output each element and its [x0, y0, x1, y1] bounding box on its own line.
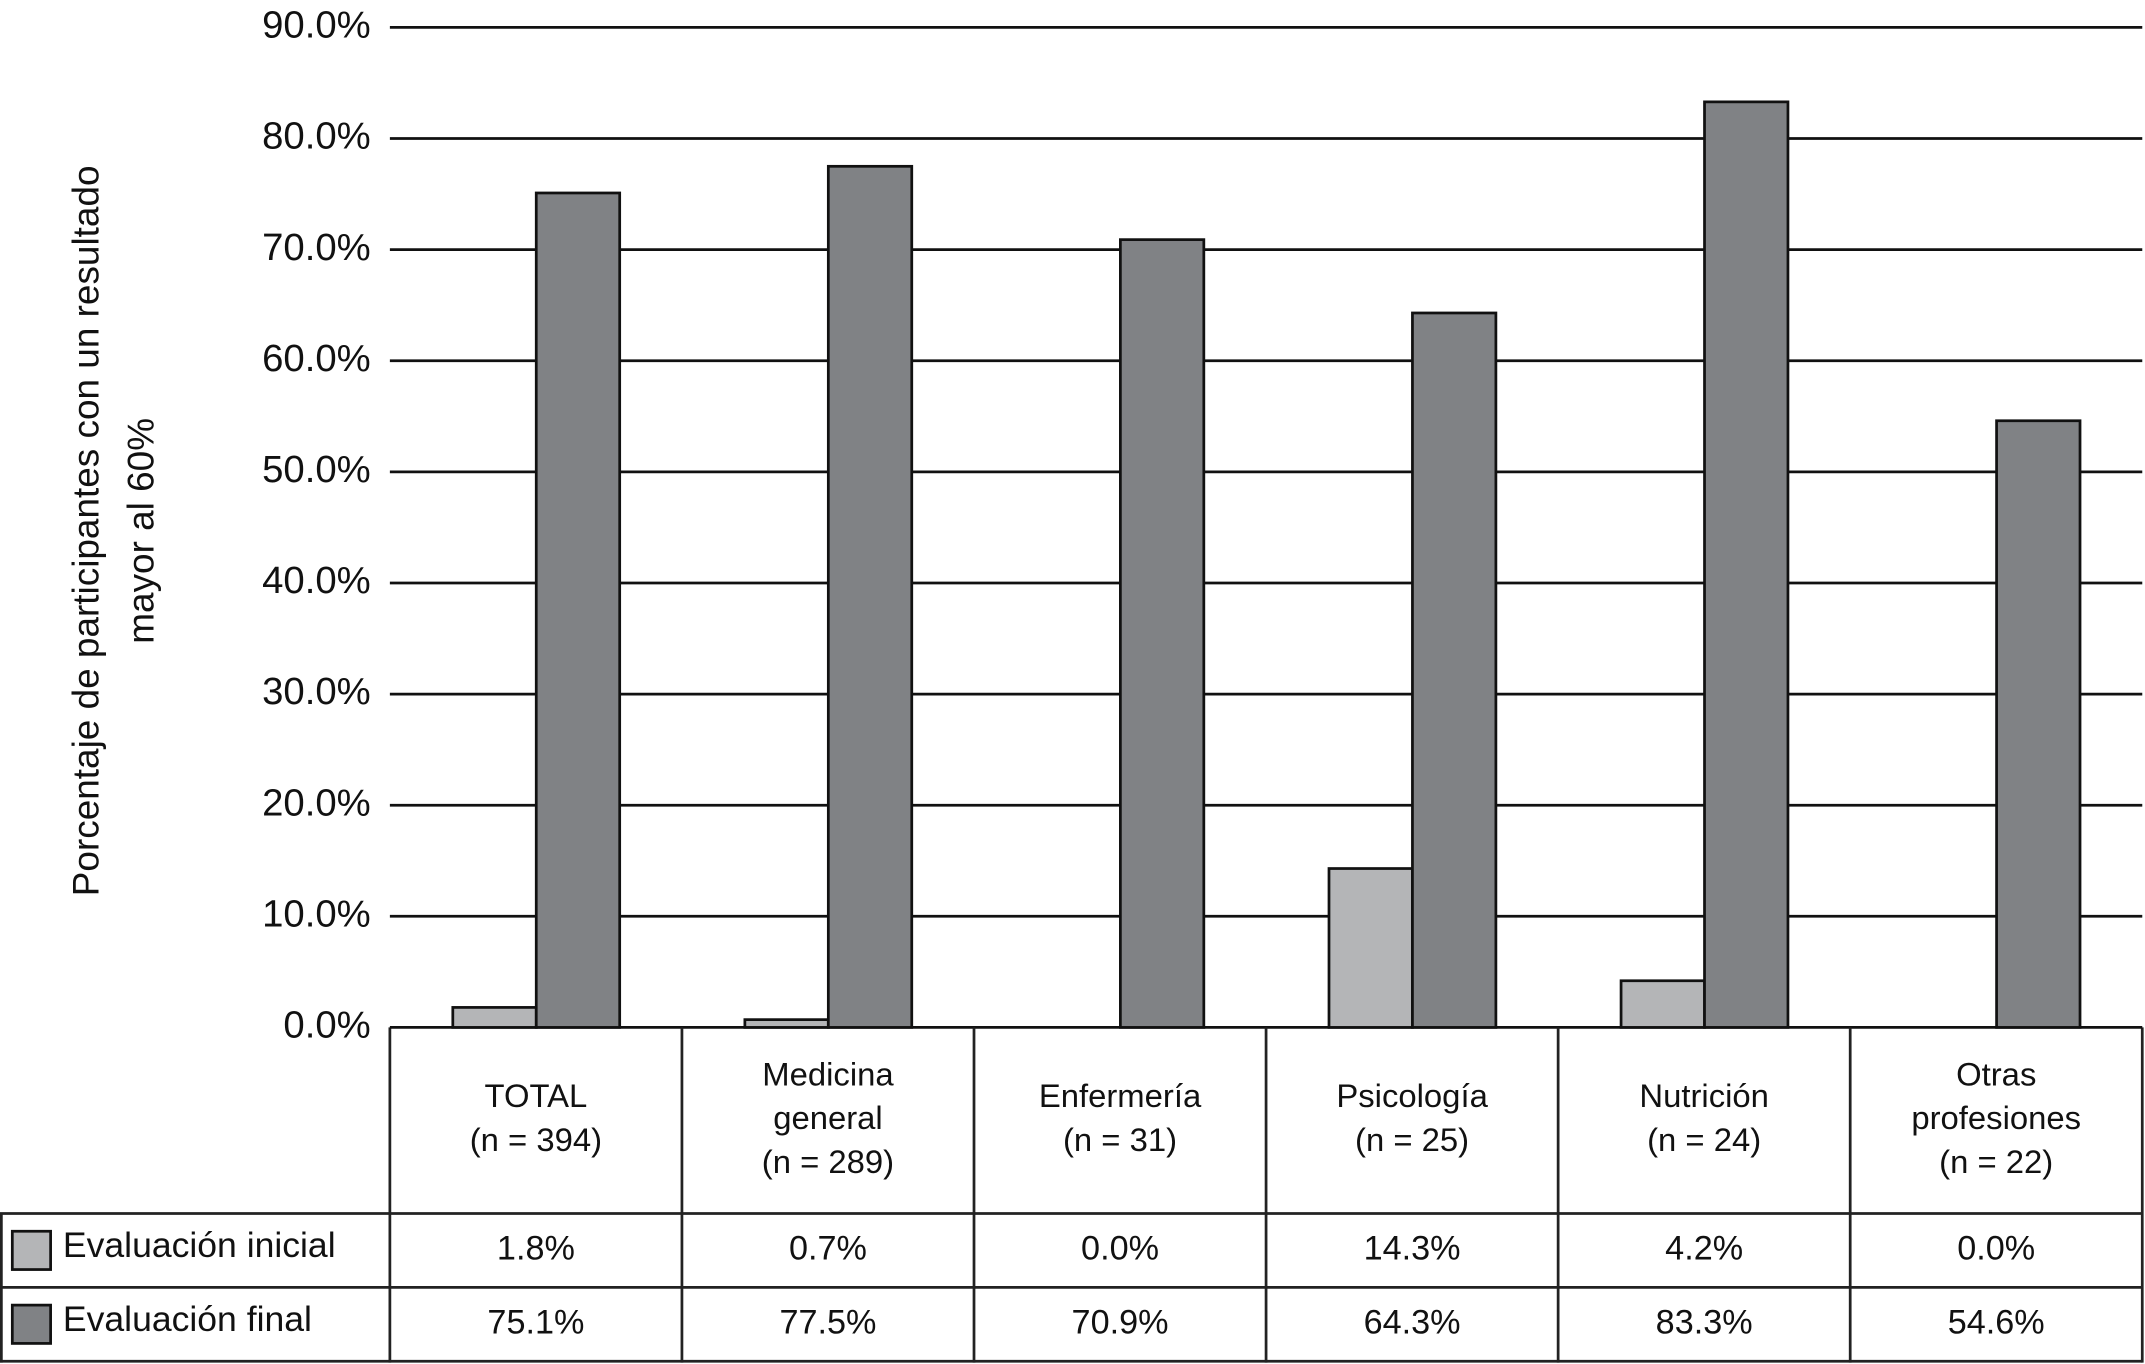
- y-tick-label: 0.0%: [283, 1004, 370, 1047]
- bar: [826, 164, 914, 1029]
- bar: [1119, 238, 1206, 1029]
- category-label: general: [773, 1099, 883, 1136]
- category-label: TOTAL: [485, 1077, 588, 1114]
- bar: [1619, 979, 1706, 1029]
- legend-swatch: [10, 1303, 52, 1345]
- category-label: Nutrición: [1639, 1077, 1769, 1114]
- table-value: 83.3%: [1656, 1303, 1753, 1341]
- y-tick-label: 60.0%: [262, 337, 371, 380]
- table-value: 70.9%: [1072, 1303, 1169, 1341]
- category-label: (n = 24): [1647, 1121, 1761, 1158]
- category-label: Otras: [1956, 1055, 2036, 1092]
- bar: [451, 1006, 538, 1029]
- data-table-grid: [0, 1027, 2144, 1363]
- category-label: (n = 31): [1063, 1121, 1177, 1158]
- bar: [1703, 100, 1790, 1029]
- category-label: Enfermería: [1039, 1077, 1202, 1114]
- bar: [1327, 867, 1414, 1029]
- category-label: (n = 22): [1939, 1143, 2053, 1180]
- bar: [743, 1018, 830, 1029]
- table-value: 14.3%: [1364, 1229, 1461, 1267]
- table-value: 75.1%: [487, 1303, 584, 1341]
- bar: [534, 191, 622, 1029]
- table-value: 4.2%: [1665, 1229, 1743, 1267]
- table-value: 1.8%: [497, 1229, 575, 1267]
- table-value: 0.7%: [789, 1229, 867, 1267]
- table-value: 64.3%: [1364, 1303, 1461, 1341]
- y-tick-label: 30.0%: [262, 670, 371, 713]
- y-tick-label: 40.0%: [262, 559, 371, 602]
- table-value: 77.5%: [780, 1303, 877, 1341]
- legend-swatch: [10, 1229, 52, 1271]
- y-tick-label: 10.0%: [262, 892, 371, 935]
- category-label: Psicología: [1336, 1077, 1488, 1114]
- y-tick-label: 80.0%: [262, 115, 371, 158]
- y-axis-label: Porcentaje de participantes con un resul…: [66, 165, 107, 896]
- bar: [1411, 311, 1498, 1029]
- category-label: (n = 394): [470, 1121, 602, 1158]
- category-label: Medicina: [762, 1055, 894, 1092]
- y-axis-label: mayor al 60%: [120, 418, 161, 644]
- y-tick-label: 50.0%: [262, 448, 371, 491]
- bar: [1995, 419, 2082, 1029]
- legend-label: Evaluación final: [63, 1299, 312, 1339]
- table-value: 0.0%: [1957, 1229, 2035, 1267]
- table-value: 0.0%: [1081, 1229, 1159, 1267]
- y-tick-label: 20.0%: [262, 781, 371, 824]
- table-value: 54.6%: [1948, 1303, 2045, 1341]
- category-label: (n = 289): [762, 1143, 894, 1180]
- y-tick-label: 70.0%: [262, 226, 371, 269]
- category-label: profesiones: [1911, 1099, 2081, 1136]
- y-tick-label: 90.0%: [262, 4, 371, 47]
- legend-label: Evaluación inicial: [63, 1225, 336, 1265]
- category-label: (n = 25): [1355, 1121, 1469, 1158]
